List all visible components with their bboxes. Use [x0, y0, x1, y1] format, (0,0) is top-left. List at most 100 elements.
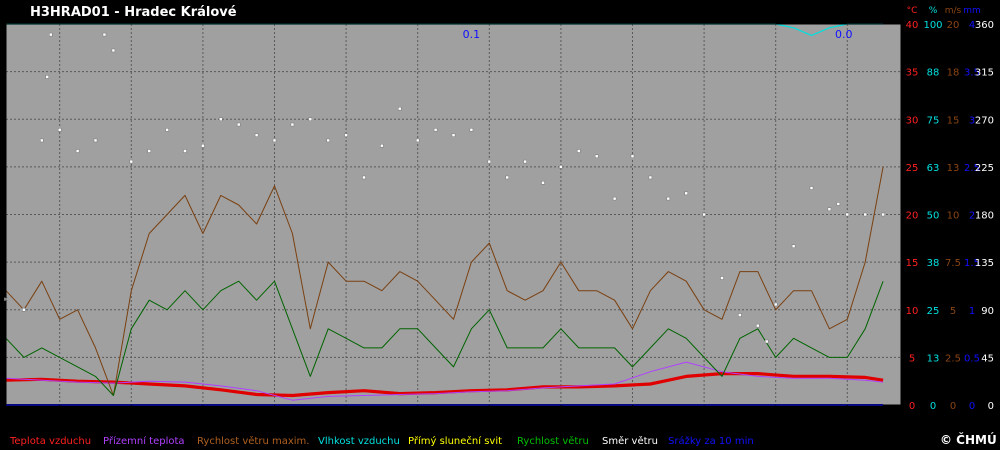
precip-annotation: 0.1	[463, 28, 481, 41]
wind-direction-point	[415, 138, 420, 143]
legend-item: Rychlost větru maxim.	[197, 435, 309, 447]
axis-tick-label: 270	[975, 115, 994, 126]
wind-direction-point	[594, 154, 599, 159]
axis-tick-label: 13	[947, 163, 960, 174]
wind-direction-point	[612, 196, 617, 201]
axis-tick-label: 20	[947, 20, 960, 31]
wind-direction-point	[326, 138, 330, 143]
wind-direction-point	[49, 32, 53, 37]
wind-direction-point	[40, 138, 44, 143]
wind-direction-point	[201, 143, 205, 148]
wind-direction-point	[380, 143, 384, 148]
axis-tick-label: 225	[975, 163, 994, 174]
legend-item: Vlhkost vzduchu	[318, 436, 400, 447]
wind-direction-point	[57, 128, 62, 132]
axis-tick-label: 0	[950, 401, 956, 412]
wind-direction-point	[165, 128, 169, 132]
axis-tick-label: 25	[906, 163, 919, 174]
axis-tick-label: 45	[981, 353, 994, 364]
axis-tick-label: 50	[927, 211, 940, 222]
x-tick-label: 12:00	[188, 412, 217, 423]
wind-direction-point	[362, 175, 366, 180]
axis-tick-label: 2.5	[964, 163, 980, 174]
wind-direction-point	[559, 165, 563, 169]
wind-direction-point	[272, 138, 277, 143]
legend-item: Srážky za 10 min	[668, 435, 754, 447]
axis-tick-label: 10	[906, 306, 919, 317]
plot-frame	[5, 23, 902, 406]
series-line-prizemni-teplota	[5, 361, 884, 401]
legend: Teplota vzduchu Přízemní teplota Rychlost …	[9, 435, 754, 447]
x-tick-label: 00:00	[403, 412, 432, 423]
wind-direction-point	[684, 191, 688, 196]
wind-direction-point	[219, 117, 223, 121]
axis-tick-label: 63	[927, 163, 940, 174]
wind-direction-point	[666, 196, 671, 201]
x-tick-label: 16:00	[690, 412, 719, 423]
wind-direction-point	[702, 212, 706, 217]
wind-direction-point	[720, 276, 724, 280]
x-tick-label: 12:00	[618, 412, 647, 423]
wind-direction-point	[45, 75, 49, 79]
copyright-text: © ČHMÚ	[940, 432, 997, 447]
wind-direction-point	[738, 313, 742, 317]
axis-tick-label: 5	[950, 306, 956, 317]
wind-direction-point	[147, 149, 151, 153]
legend-item: Přízemní teplota	[103, 435, 185, 447]
axis-tick-label: 40	[906, 20, 919, 31]
axis-unit-label: m/s	[945, 6, 962, 16]
series-line-rychlost-vetru-maxim	[5, 166, 884, 396]
wind-direction-point	[577, 149, 581, 153]
axis-tick-label: 15	[947, 115, 960, 126]
wind-direction-point	[863, 212, 867, 217]
axis-tick-label: 15	[906, 258, 919, 269]
legend-item: Rychlost větru	[517, 435, 589, 447]
axis-tick-label: 3.5	[964, 68, 980, 79]
axis-tick-label: 88	[927, 68, 940, 79]
axis-tick-label: 20	[906, 211, 919, 222]
wind-direction-point	[773, 302, 778, 307]
wind-direction-point	[845, 212, 850, 217]
axes-group: 04:00 08:00 12:00 16:00 20:00 00:00 04:00 08:00…	[5, 6, 994, 436]
axis-tick-label: 18	[947, 68, 960, 79]
axis-tick-label: 1	[969, 306, 975, 317]
wind-direction-point	[75, 149, 80, 153]
axis-unit-label: °C	[907, 6, 918, 16]
axis-tick-label: 315	[975, 68, 994, 79]
wind-direction-point	[183, 149, 187, 153]
wind-direction-point	[765, 339, 769, 344]
legend-item: Přímý sluneční svit	[408, 435, 502, 447]
axis-tick-label: 10	[947, 211, 960, 222]
x-tick-label: 04:00	[475, 412, 504, 423]
wind-direction-point	[93, 138, 98, 143]
wind-direction-point	[22, 308, 26, 312]
wind-direction-point	[836, 202, 841, 206]
wind-direction-point	[630, 154, 635, 159]
wind-direction-point	[344, 133, 348, 137]
wind-direction-point	[648, 175, 653, 180]
axis-tick-label: 4	[969, 20, 975, 31]
axis-tick-label: 180	[975, 211, 994, 222]
series-line-teplota-vzduchu	[5, 372, 884, 398]
axis-tick-label: 5	[909, 353, 915, 364]
axis-unit-label: %	[929, 6, 938, 16]
axis-tick-label: 135	[975, 258, 994, 269]
wind-direction-point	[809, 186, 814, 190]
x-tick-label: 20:00	[761, 412, 790, 423]
axis-unit-label: mm	[963, 6, 981, 16]
wind-direction-point	[881, 212, 885, 217]
wind-direction-point	[487, 159, 492, 164]
wind-direction-point	[756, 323, 760, 328]
wind-direction-point	[523, 159, 527, 164]
wind-direction-point	[433, 128, 438, 132]
x-tick-label: 08:00	[117, 412, 146, 423]
wind-direction-point	[254, 133, 259, 137]
x-tick-label: 08:00	[546, 412, 575, 423]
x-tick-label: 04:00	[45, 412, 74, 423]
precip-annotation: 0.0	[835, 28, 853, 41]
x-date-label: 15.12.2025	[819, 425, 876, 436]
wind-direction-point	[505, 175, 509, 180]
axis-tick-label: 0	[930, 401, 936, 412]
x-tick-label: 16:00	[260, 412, 289, 423]
